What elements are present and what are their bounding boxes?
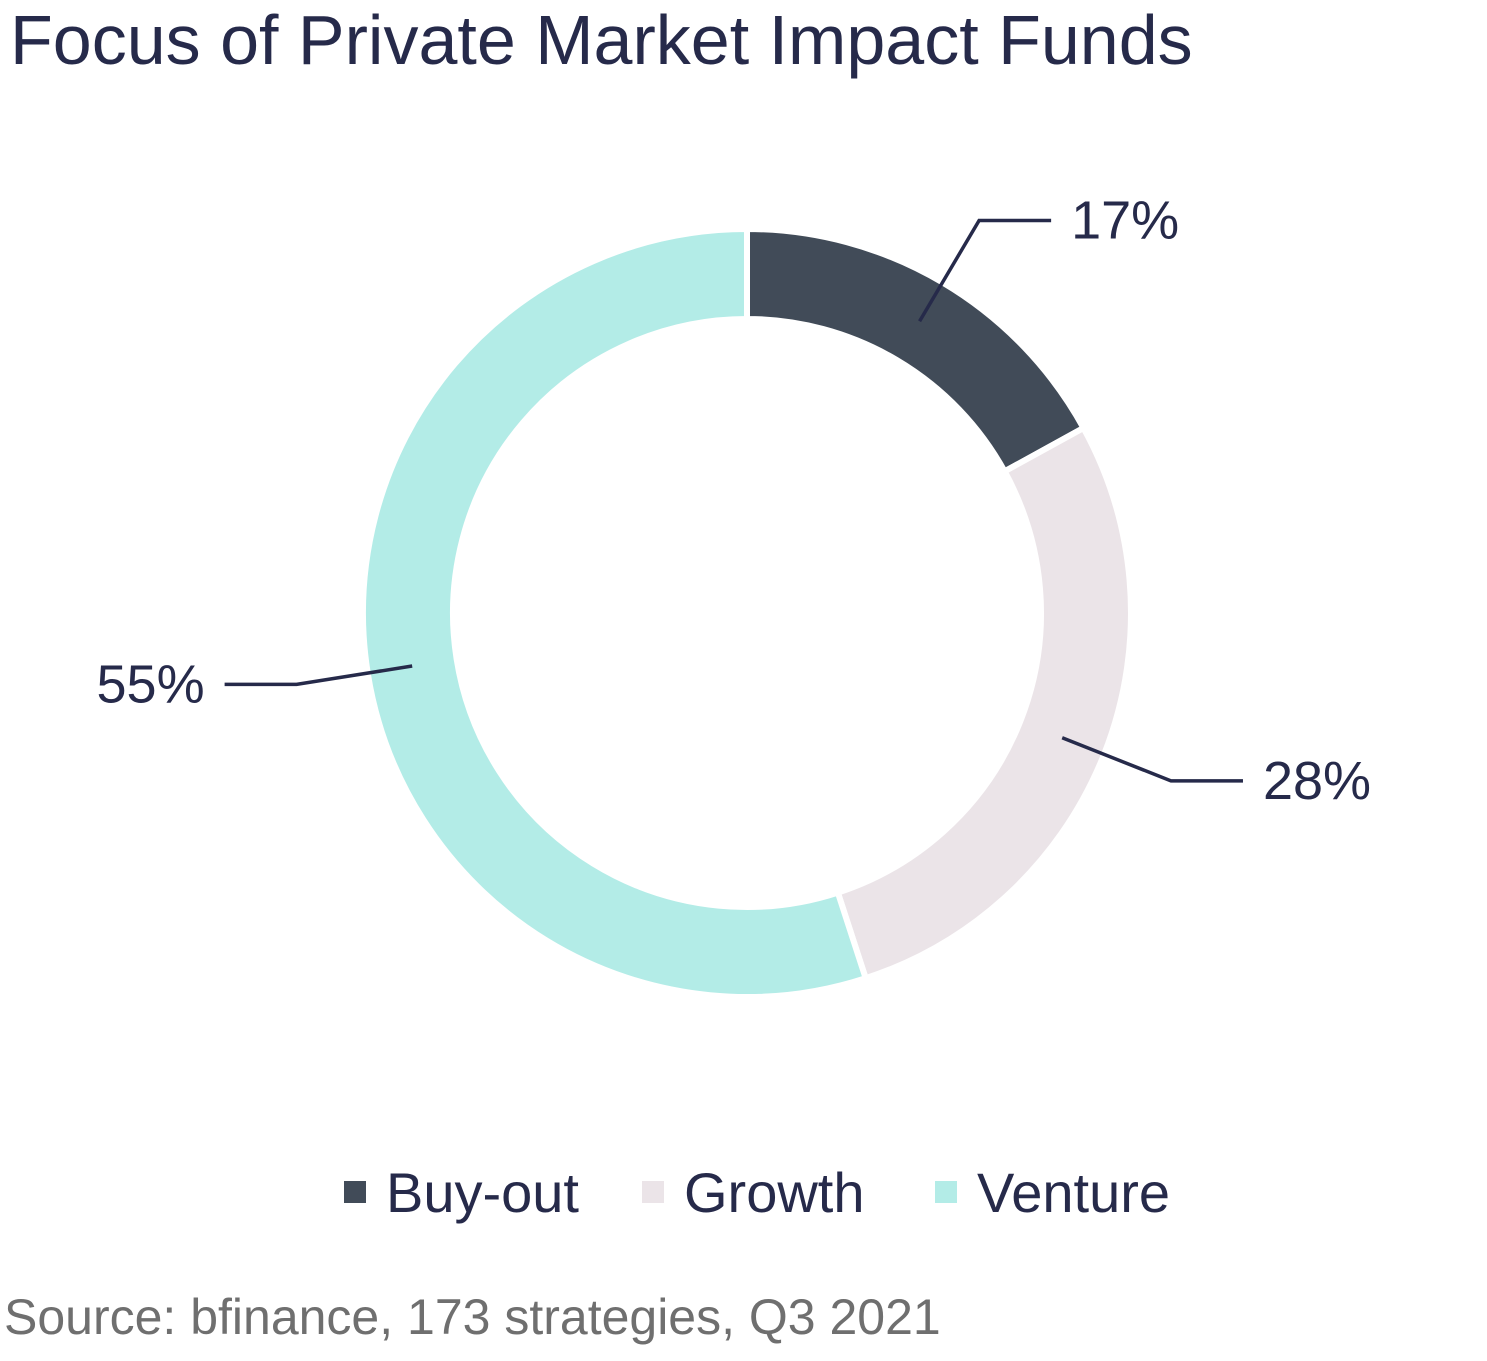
leader-growth [1061,736,1243,783]
slice-growth [834,423,1134,982]
legend: Buy-out Growth Venture [344,1161,1170,1224]
leader-venture [224,664,413,687]
source-note: Source: bfinance, 173 strategies, Q3 202… [4,1289,941,1345]
legend-swatch-venture [935,1181,957,1203]
chart-title: Focus of Private Market Impact Funds [10,1,1193,79]
legend-swatch-buy-out [344,1181,366,1203]
data-labels: 17% 28% 55% [97,191,1372,811]
legend-swatch-growth [642,1181,664,1203]
legend-label-venture: Venture [977,1161,1170,1224]
slice-buy-out [744,225,1088,476]
label-leaders [224,218,1243,783]
legend-label-growth: Growth [684,1161,865,1224]
legend-label-buy-out: Buy-out [386,1161,579,1224]
data-label-growth: 28% [1263,751,1371,811]
data-label-venture: 55% [97,654,205,714]
donut-slices [360,225,1134,1000]
data-label-buy-out: 17% [1071,191,1179,251]
leader-buy-out [918,218,1052,323]
slice-venture [360,225,870,1000]
